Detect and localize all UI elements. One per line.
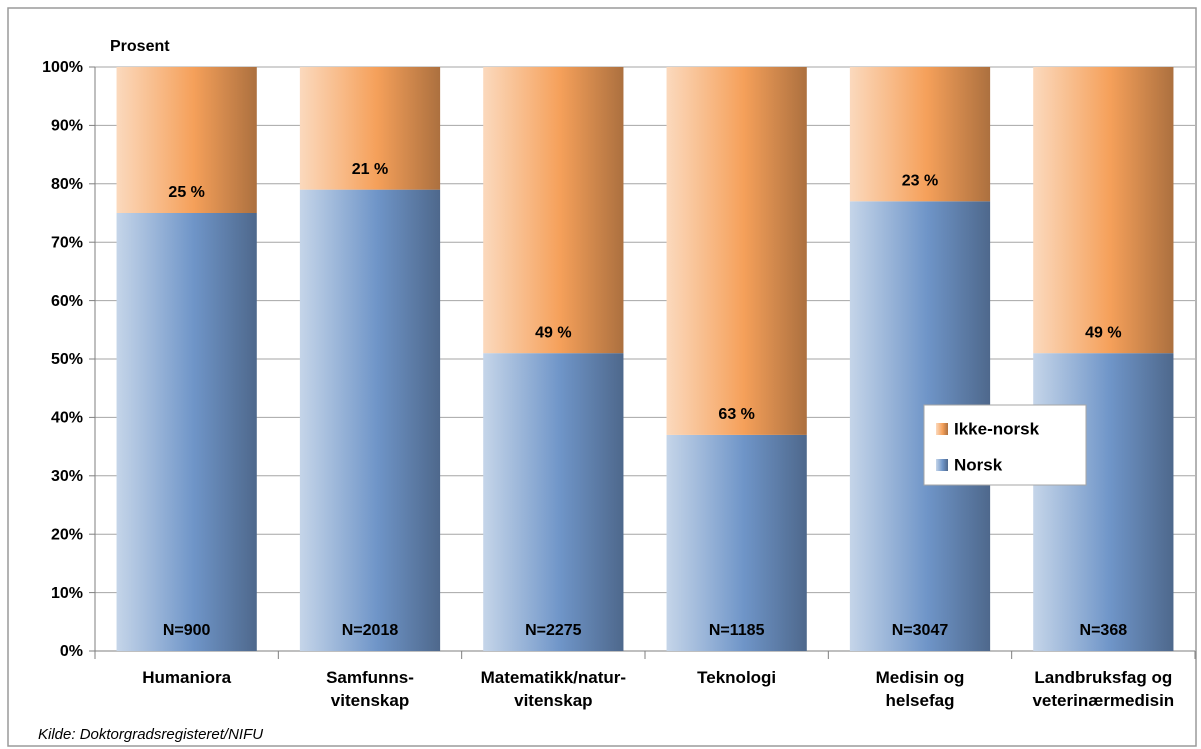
y-axis-label: Prosent [110,38,170,55]
x-tick-label: Samfunns- vitenskap [326,668,414,710]
n-label: N=900 [163,622,211,639]
x-tick-label: Matematikk/natur- vitenskap [480,668,627,710]
legend-label: Norsk [954,455,1003,474]
bar-segment [483,353,624,651]
bar-segment [299,189,441,651]
data-label: 49 % [535,324,571,341]
y-tick-label: 0% [60,643,83,660]
n-label: N=2018 [342,622,399,639]
n-label: N=3047 [892,622,949,639]
legend-box [923,404,1087,486]
legend-label: Ikke-norsk [954,419,1040,438]
y-tick-label: 10% [51,585,83,602]
data-label: 23 % [902,173,938,190]
bar-segment [299,67,441,190]
bar-segment [483,67,624,354]
data-label: 49 % [1085,324,1121,341]
y-tick-label: 50% [51,351,83,368]
y-tick-label: 90% [51,118,83,135]
y-tick-label: 100% [42,59,83,76]
y-tick-label: 30% [51,468,83,485]
data-label: 25 % [168,184,204,201]
source: Kilde: Doktorgradsregisteret/NIFU [38,726,264,743]
x-tick-label: Humaniora [142,668,232,687]
bar-segment [666,434,807,651]
n-label: N=1185 [709,622,765,639]
data-label: 63 % [718,406,754,423]
legend-swatch [936,423,948,435]
y-tick-label: 60% [51,293,83,310]
bar-segment [1033,67,1174,354]
y-tick-label: 40% [51,410,83,427]
bar-segment [116,67,257,213]
x-tick-label: Medisin og helsefag [875,668,965,710]
x-tick-label: Landbruksfag og veterinærmedisin [1032,668,1175,710]
y-tick-label: 80% [51,176,83,193]
y-tick-label: 70% [51,234,83,251]
legend-swatch [936,459,948,471]
y-tick-label: 20% [51,526,83,543]
x-tick-label: Teknologi [697,668,777,687]
bar-segment [1033,353,1174,651]
bar-segment [849,67,991,202]
bar-segment [116,213,257,651]
data-label: 21 % [352,161,388,178]
bar-segment [666,67,807,435]
n-label: N=368 [1080,622,1128,639]
n-label: N=2275 [525,622,582,639]
